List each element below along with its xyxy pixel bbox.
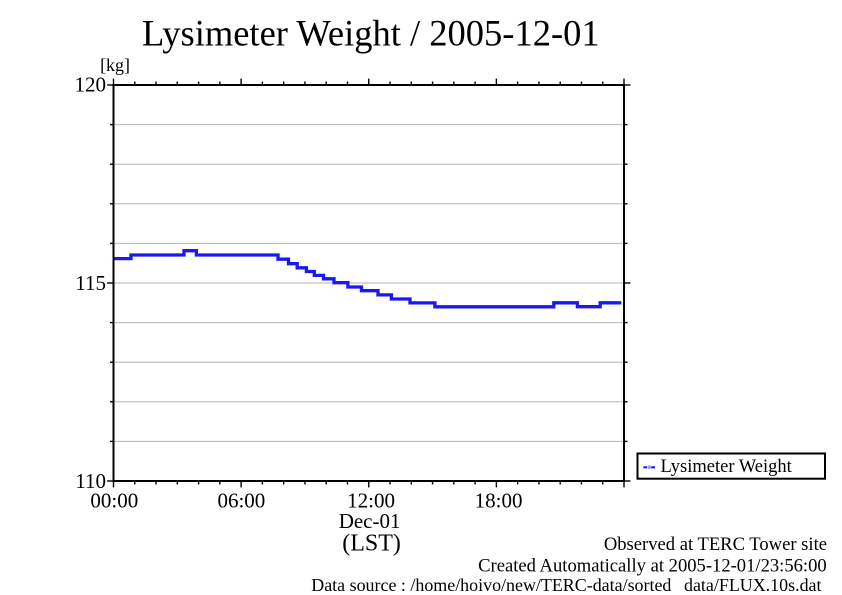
svg-text:12:00: 12:00: [347, 488, 395, 512]
svg-text:Observed at TERC Tower site: Observed at TERC Tower site: [604, 534, 827, 555]
svg-text:06:00: 06:00: [217, 488, 265, 512]
svg-text:115: 115: [75, 271, 106, 295]
svg-text:Lysimeter Weight / 2005-12-01: Lysimeter Weight / 2005-12-01: [142, 12, 600, 53]
svg-text:Data source : /home/hoivo/new/: Data source : /home/hoivo/new/TERC-data/…: [311, 575, 821, 595]
svg-text:110: 110: [75, 469, 106, 493]
svg-text:Lysimeter Weight: Lysimeter Weight: [661, 457, 793, 477]
svg-text:[kg]: [kg]: [100, 55, 130, 75]
svg-text:Dec-01: Dec-01: [339, 509, 401, 533]
svg-text:18:00: 18:00: [475, 488, 523, 512]
svg-text:00:00: 00:00: [90, 488, 138, 512]
svg-text:120: 120: [75, 73, 107, 97]
svg-text:(LST): (LST): [342, 530, 401, 556]
svg-text:Created Automatically at 2005-: Created Automatically at 2005-12-01/23:5…: [478, 556, 827, 577]
